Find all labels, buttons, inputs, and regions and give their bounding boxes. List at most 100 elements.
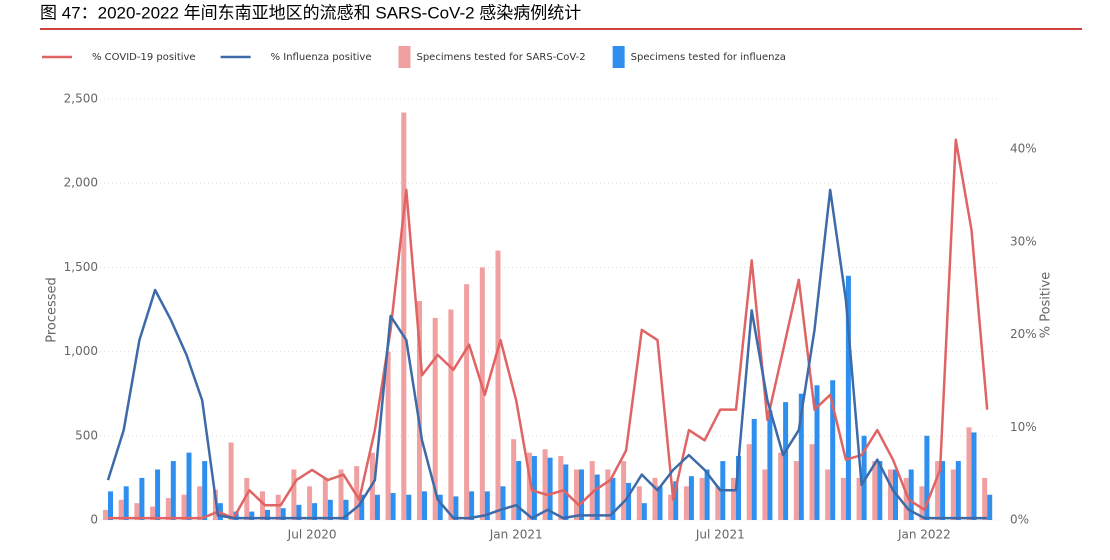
bar xyxy=(495,250,501,520)
bar xyxy=(422,491,427,520)
bar xyxy=(621,461,627,520)
bar xyxy=(500,486,506,520)
bar xyxy=(699,477,705,520)
bar xyxy=(186,452,192,520)
bar xyxy=(657,486,663,520)
legend-label: % Influenza positive xyxy=(271,52,372,63)
bar xyxy=(417,301,422,520)
y2-tick-label: 40% xyxy=(1010,142,1037,156)
bar xyxy=(814,385,820,520)
bar xyxy=(526,452,532,520)
bar xyxy=(715,486,721,520)
y-tick-label: 2,500 xyxy=(64,92,98,106)
bar xyxy=(783,402,789,520)
bar xyxy=(432,317,438,520)
bar xyxy=(134,503,140,520)
bar xyxy=(809,444,815,520)
y2-axis-label: % Positive xyxy=(1039,272,1054,339)
bar xyxy=(275,494,281,520)
y-axis-label: Processed xyxy=(45,277,60,343)
bar xyxy=(982,477,988,520)
bar xyxy=(511,439,517,520)
legend-label: Specimens tested for SARS-CoV-2 xyxy=(416,52,585,63)
bar xyxy=(924,435,930,520)
bar xyxy=(793,461,799,520)
bar xyxy=(971,432,977,520)
bar xyxy=(987,494,993,520)
bar xyxy=(249,511,255,520)
bar xyxy=(579,469,584,520)
bar xyxy=(516,461,522,520)
bar xyxy=(464,284,470,520)
y-tick-label: 1,500 xyxy=(64,260,98,274)
y2-tick-label: 0% xyxy=(1010,513,1029,527)
bar xyxy=(840,477,846,520)
bar xyxy=(265,509,270,520)
bar xyxy=(940,461,946,520)
bar xyxy=(312,503,318,520)
bar xyxy=(641,503,647,520)
bar xyxy=(751,418,757,520)
bar xyxy=(108,491,113,520)
y-tick-label: 2,000 xyxy=(64,176,98,190)
bar xyxy=(401,112,407,521)
bar xyxy=(202,461,208,520)
bar xyxy=(390,493,396,520)
bar xyxy=(935,461,941,520)
bar xyxy=(181,494,187,520)
bar xyxy=(652,477,658,520)
bar xyxy=(291,469,297,520)
bar xyxy=(955,461,961,520)
bar xyxy=(731,477,736,520)
bar xyxy=(165,498,171,520)
bar xyxy=(228,442,234,520)
bar xyxy=(605,469,611,520)
bar xyxy=(830,380,836,520)
y-tick-label: 0 xyxy=(90,513,98,527)
y-tick-label: 500 xyxy=(75,428,98,442)
y2-tick-label: 10% xyxy=(1010,420,1037,434)
bar xyxy=(683,486,689,520)
bar xyxy=(479,267,485,520)
bar xyxy=(778,452,784,520)
bar xyxy=(531,456,537,520)
bar xyxy=(626,482,632,520)
bar xyxy=(574,469,579,520)
x-tick-label: Jan 2021 xyxy=(489,528,543,542)
bar xyxy=(542,449,548,520)
bar xyxy=(448,309,454,520)
y2-tick-label: 30% xyxy=(1010,234,1037,248)
bar xyxy=(484,491,490,520)
y2-tick-label: 20% xyxy=(1010,327,1037,341)
bar xyxy=(825,469,831,520)
bar xyxy=(139,477,145,520)
bar xyxy=(280,508,286,520)
bar xyxy=(354,466,360,520)
bar xyxy=(437,494,443,520)
bar xyxy=(150,506,156,520)
legend-swatch xyxy=(398,46,411,68)
bar xyxy=(966,427,972,520)
bar xyxy=(594,474,600,520)
y-tick-label: 1,000 xyxy=(64,344,98,358)
bar xyxy=(406,494,412,520)
x-tick-label: Jul 2021 xyxy=(695,528,745,542)
bar xyxy=(877,461,883,520)
bar xyxy=(103,509,108,520)
bar xyxy=(861,435,867,520)
bar xyxy=(547,457,553,520)
bar xyxy=(374,494,380,520)
bar xyxy=(762,469,768,520)
bar xyxy=(589,461,595,520)
bar xyxy=(244,477,250,520)
bar xyxy=(688,476,694,520)
bar xyxy=(338,469,344,520)
line xyxy=(108,138,989,520)
bar xyxy=(908,469,914,520)
legend-label: % COVID-19 positive xyxy=(92,52,196,63)
line xyxy=(106,188,988,520)
bar xyxy=(327,499,333,520)
bar xyxy=(155,469,161,520)
bar xyxy=(856,477,862,520)
legend-label: Specimens tested for influenza xyxy=(631,52,786,63)
